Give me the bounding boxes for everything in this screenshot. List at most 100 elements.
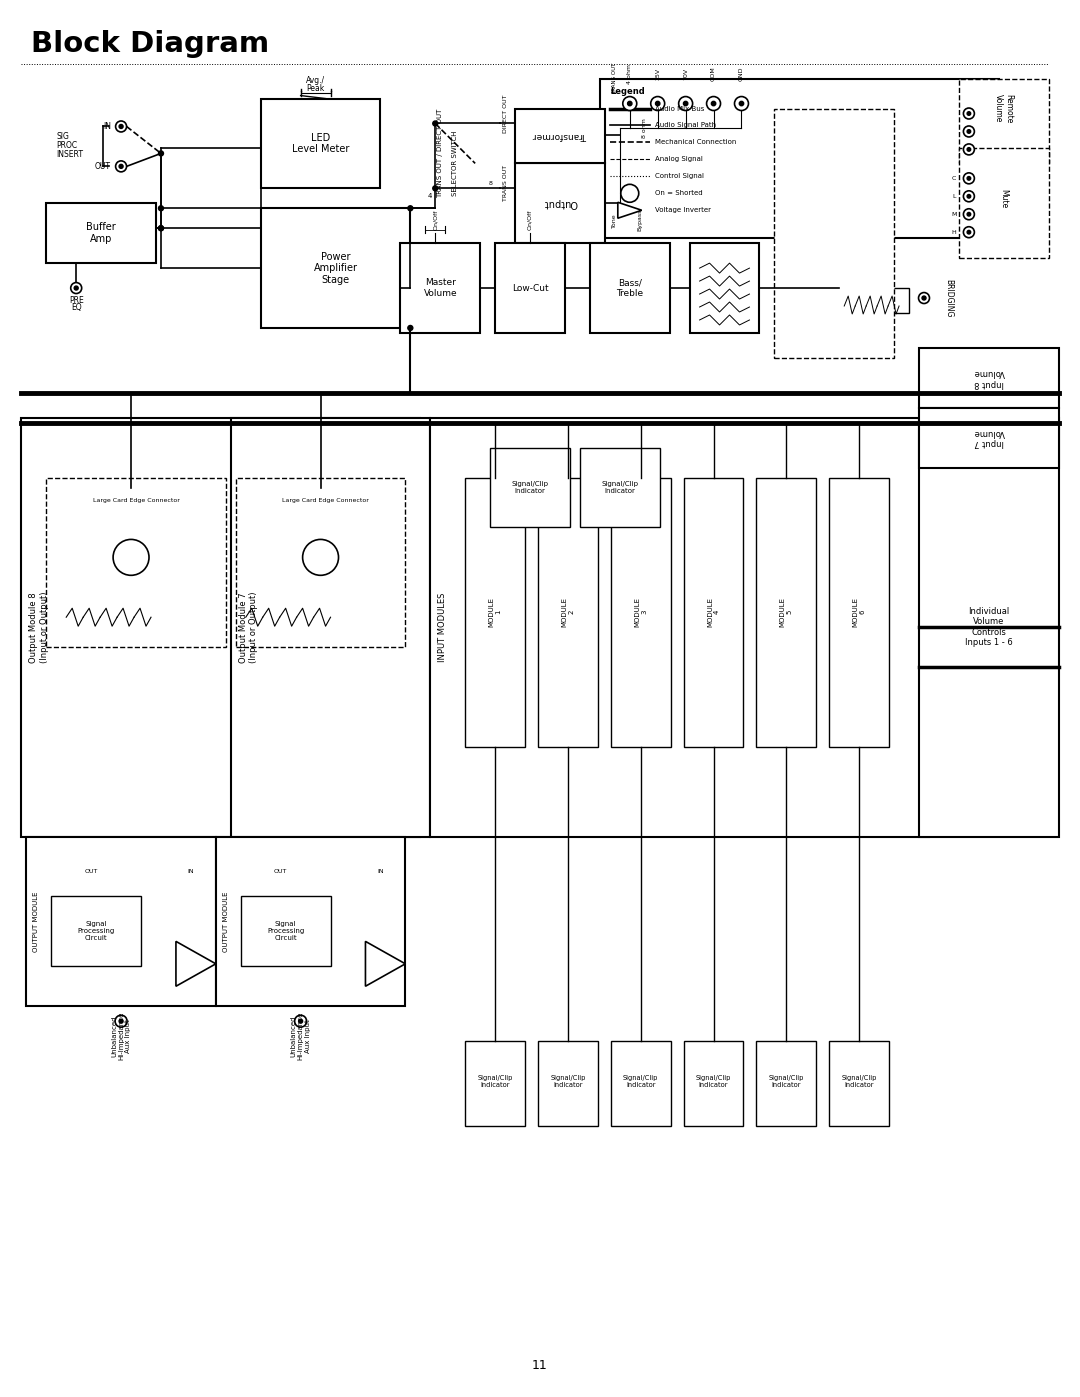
Text: OUTPUT MODULE: OUTPUT MODULE (222, 891, 229, 951)
Bar (959, 148, 1049, 258)
Bar (538, 478, 598, 747)
Bar (515, 109, 605, 163)
Text: Signal/Clip
Indicator: Signal/Clip Indicator (769, 1074, 804, 1087)
Bar (216, 837, 405, 1006)
Text: MODULE
3: MODULE 3 (634, 598, 647, 627)
Circle shape (159, 226, 163, 231)
Text: Signal/Clip
Indicator: Signal/Clip Indicator (477, 1074, 513, 1087)
Text: Large Card Edge Connector: Large Card Edge Connector (282, 497, 369, 503)
Circle shape (433, 186, 437, 191)
Text: C: C (951, 176, 956, 180)
Circle shape (159, 205, 163, 211)
Bar (241, 897, 330, 967)
Bar (260, 208, 410, 328)
Bar (51, 897, 141, 967)
Bar (599, 78, 999, 237)
Text: Signal/Clip
Indicator: Signal/Clip Indicator (623, 1074, 659, 1087)
Circle shape (627, 102, 632, 106)
Circle shape (712, 102, 716, 106)
Text: Power
Amplifier
Stage: Power Amplifier Stage (313, 251, 357, 285)
Text: TRANS OUT: TRANS OUT (502, 165, 508, 201)
Text: Bypass: Bypass (637, 210, 643, 232)
Text: Signal/Clip
Indicator: Signal/Clip Indicator (550, 1074, 585, 1087)
Circle shape (116, 122, 126, 131)
Circle shape (740, 102, 744, 106)
Text: PROC: PROC (56, 141, 78, 149)
Circle shape (116, 161, 126, 172)
Text: 11: 11 (532, 1359, 548, 1372)
Bar (46, 478, 226, 647)
Bar (490, 447, 570, 528)
Circle shape (408, 326, 413, 331)
Circle shape (651, 96, 664, 110)
Text: MODULE
5: MODULE 5 (780, 598, 793, 627)
Bar (684, 478, 743, 747)
Bar (538, 1041, 598, 1126)
Text: Signal/Clip
Indicator: Signal/Clip Indicator (602, 481, 638, 495)
Circle shape (963, 126, 974, 137)
Text: BRIDGING: BRIDGING (944, 279, 954, 317)
Bar (430, 418, 929, 837)
Text: Transformer: Transformer (532, 131, 588, 140)
Text: Unbalanced
Hi-Impedance
Aux Input: Unbalanced Hi-Impedance Aux Input (291, 1011, 311, 1060)
Text: Master
Volume: Master Volume (423, 278, 457, 298)
Bar (251, 488, 401, 513)
Bar (590, 243, 670, 332)
Circle shape (967, 112, 971, 116)
Text: Individual
Volume
Controls
Inputs 1 - 6: Individual Volume Controls Inputs 1 - 6 (964, 608, 1013, 647)
Circle shape (295, 1016, 307, 1027)
Text: M: M (951, 212, 957, 217)
Polygon shape (365, 942, 405, 986)
Circle shape (963, 191, 974, 201)
Text: On = Shorted: On = Shorted (654, 190, 702, 197)
Text: OUT: OUT (95, 162, 111, 170)
Text: IN: IN (188, 869, 194, 875)
Text: Low-Cut: Low-Cut (512, 284, 549, 292)
Text: Output Module 8
(Input or Output): Output Module 8 (Input or Output) (29, 591, 49, 664)
Bar (260, 99, 380, 189)
Text: OUTPUT MODULE: OUTPUT MODULE (33, 891, 39, 951)
Text: Input 8
Volume: Input 8 Volume (973, 369, 1004, 387)
Circle shape (119, 165, 123, 169)
Circle shape (967, 130, 971, 133)
Text: OUT: OUT (84, 869, 98, 875)
Circle shape (678, 96, 692, 110)
Circle shape (302, 539, 338, 576)
Text: Signal
Processing
Circuit: Signal Processing Circuit (78, 922, 114, 942)
Bar (56, 488, 216, 513)
Bar (465, 478, 525, 747)
Circle shape (734, 96, 748, 110)
Text: Audio Mix Bus: Audio Mix Bus (654, 106, 704, 112)
Circle shape (119, 124, 123, 129)
Bar (839, 288, 909, 313)
Text: MODULE
1: MODULE 1 (488, 598, 501, 627)
Circle shape (116, 1016, 127, 1027)
Text: INPUT MODULES: INPUT MODULES (438, 592, 447, 662)
Text: Tone: Tone (612, 212, 618, 228)
Text: Remote
Volume: Remote Volume (994, 94, 1013, 123)
Text: LED
Level Meter: LED Level Meter (292, 133, 349, 154)
Text: Large Card Edge Connector: Large Card Edge Connector (93, 497, 179, 503)
Polygon shape (176, 942, 216, 986)
Text: MODULE
2: MODULE 2 (562, 598, 575, 627)
Bar (611, 478, 671, 747)
Circle shape (963, 108, 974, 119)
Circle shape (918, 292, 930, 303)
Text: Analog Signal: Analog Signal (654, 156, 703, 162)
Bar (756, 1041, 816, 1126)
Text: Control Signal: Control Signal (654, 173, 704, 179)
Circle shape (967, 212, 971, 217)
Text: Legend: Legend (610, 87, 645, 95)
Text: Buffer
Amp: Buffer Amp (86, 222, 116, 244)
Text: SELECTOR SWITCH: SELECTOR SWITCH (453, 131, 458, 196)
Text: MODULE
6: MODULE 6 (853, 598, 866, 627)
Circle shape (70, 282, 82, 293)
Bar (774, 109, 894, 358)
Bar (690, 243, 759, 332)
Text: L: L (953, 194, 956, 198)
Bar (515, 163, 605, 243)
Bar (46, 204, 156, 263)
Bar (465, 1041, 525, 1126)
Bar (829, 478, 889, 747)
Bar (684, 1041, 743, 1126)
